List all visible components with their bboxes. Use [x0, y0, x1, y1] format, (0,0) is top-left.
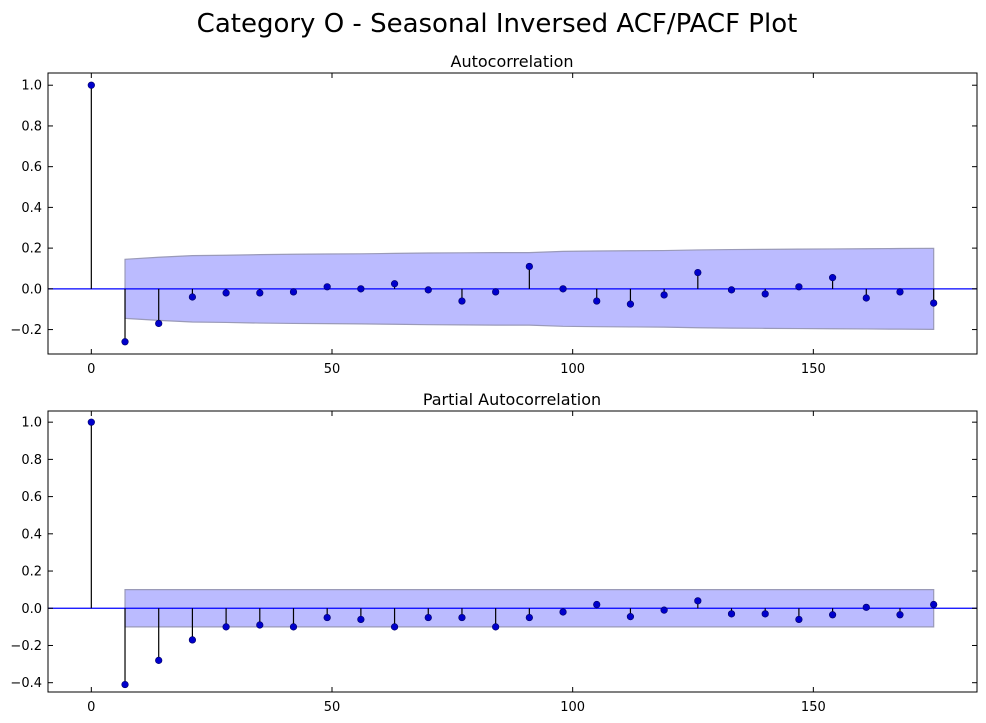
pacf-ytick-label: 0.2 — [21, 565, 42, 580]
pacf-axes: Partial Autocorrelation 1.0 0.8 0.6 0.4 0.2 0… — [10, 390, 978, 715]
acf-ytick-label: 1.0 — [21, 79, 42, 94]
acf-point-lag-49 — [323, 283, 331, 291]
acf-xtick-label: 150 — [801, 362, 826, 377]
pacf-point-lag-70 — [424, 613, 432, 622]
acf-ytick-label: 0.6 — [21, 160, 42, 175]
acf-ytick-label: 0.0 — [21, 282, 42, 297]
acf-point-lag-105 — [593, 297, 601, 305]
pacf-x-ticks: 0 50 100 150 — [87, 411, 826, 715]
acf-point-lag-56 — [357, 285, 365, 293]
acf-point-lag-84 — [492, 288, 500, 296]
acf-point-lag-168 — [896, 288, 904, 296]
pacf-xtick-label: 50 — [324, 700, 341, 715]
figure-title: Category O - Seasonal Inversed ACF/PACF … — [197, 9, 798, 39]
pacf-xtick-label: 100 — [560, 700, 585, 715]
acf-point-lag-28 — [222, 289, 230, 297]
pacf-title: Partial Autocorrelation — [423, 390, 601, 409]
pacf-frame — [47, 410, 978, 693]
acf-point-lag-63 — [390, 280, 399, 288]
acf-title: Autocorrelation — [451, 52, 574, 71]
pacf-ytick-label: 0.8 — [21, 453, 42, 468]
pacf-point-lag-133 — [727, 610, 736, 618]
pacf-point-lag-140 — [761, 610, 769, 618]
acf-frame-group — [47, 72, 978, 355]
pacf-point-lag-161 — [862, 603, 870, 611]
pacf-ytick-label: 0.4 — [21, 527, 42, 542]
pacf-ytick-label: 1.0 — [21, 416, 42, 431]
pacf-point-lag-105 — [593, 600, 601, 609]
acf-point-lag-35 — [256, 289, 264, 297]
acf-point-lag-147 — [795, 283, 803, 291]
pacf-point-lag-56 — [357, 615, 365, 624]
pacf-point-lag-49 — [323, 613, 331, 622]
pacf-point-lag-98 — [559, 608, 567, 616]
acf-frame — [47, 72, 978, 355]
pacf-ytick-label: 0.6 — [21, 490, 42, 505]
pacf-point-lag-0 — [87, 418, 95, 426]
acf-axes: Autocorrelation 1.0 0.8 0.6 0.4 0.2 0.0 −0.2 0… — [10, 52, 978, 377]
acf-xtick-label: 0 — [87, 362, 95, 377]
pacf-xtick-label: 150 — [801, 700, 826, 715]
pacf-point-lag-91 — [525, 613, 533, 622]
pacf-point-lag-175 — [930, 600, 938, 609]
acf-ytick-label: −0.2 — [10, 323, 42, 338]
acf-point-lag-119 — [660, 291, 668, 299]
pacf-markers — [87, 418, 938, 689]
acf-point-lag-42 — [289, 288, 298, 296]
pacf-point-lag-28 — [222, 623, 230, 631]
pacf-point-lag-168 — [896, 611, 904, 619]
pacf-point-lag-147 — [795, 615, 803, 624]
acf-point-lag-140 — [761, 290, 769, 298]
acf-point-lag-14 — [155, 319, 163, 328]
pacf-point-lag-112 — [626, 613, 635, 621]
acf-point-lag-161 — [862, 294, 870, 302]
pacf-ytick-label: 0.0 — [21, 602, 42, 617]
pacf-frame-group — [47, 410, 978, 693]
pacf-point-lag-42 — [289, 623, 298, 631]
pacf-ytick-label: −0.4 — [10, 676, 42, 691]
acf-point-lag-91 — [525, 262, 533, 271]
pacf-point-lag-126 — [694, 597, 702, 605]
pacf-point-lag-7 — [121, 680, 129, 689]
acf-markers — [87, 81, 938, 346]
pacf-xtick-label: 0 — [87, 700, 95, 715]
pacf-ytick-label: −0.2 — [10, 639, 42, 654]
acf-xtick-label: 50 — [324, 362, 341, 377]
pacf-point-lag-63 — [390, 623, 399, 631]
acf-point-lag-112 — [626, 300, 635, 308]
acf-point-lag-77 — [458, 297, 466, 305]
acf-point-lag-7 — [121, 338, 129, 346]
pacf-point-lag-119 — [660, 606, 668, 614]
acf-y-ticks: 1.0 0.8 0.6 0.4 0.2 0.0 −0.2 — [10, 79, 977, 338]
pacf-point-lag-14 — [155, 656, 163, 664]
acf-ytick-label: 0.4 — [21, 201, 42, 216]
acf-point-lag-98 — [559, 285, 567, 293]
pacf-point-lag-35 — [256, 621, 264, 629]
acf-point-lag-0 — [87, 81, 95, 89]
acf-point-lag-21 — [188, 293, 197, 301]
pacf-point-lag-154 — [828, 611, 837, 619]
pacf-point-lag-84 — [492, 623, 500, 631]
pacf-stems — [90, 422, 935, 685]
pacf-point-lag-21 — [188, 636, 197, 644]
acf-x-ticks: 0 50 100 150 — [87, 73, 826, 377]
acf-point-lag-175 — [930, 299, 938, 307]
pacf-y-ticks: 1.0 0.8 0.6 0.4 0.2 0.0 −0.2 −0.4 — [10, 416, 977, 691]
acf-ytick-label: 0.2 — [21, 242, 42, 257]
acf-point-lag-126 — [694, 268, 702, 277]
acf-point-lag-70 — [424, 286, 432, 294]
acf-point-lag-154 — [828, 274, 837, 282]
acf-xtick-label: 100 — [560, 362, 585, 377]
pacf-point-lag-77 — [458, 613, 466, 622]
acf-ytick-label: 0.8 — [21, 119, 42, 134]
acf-point-lag-133 — [727, 286, 736, 294]
